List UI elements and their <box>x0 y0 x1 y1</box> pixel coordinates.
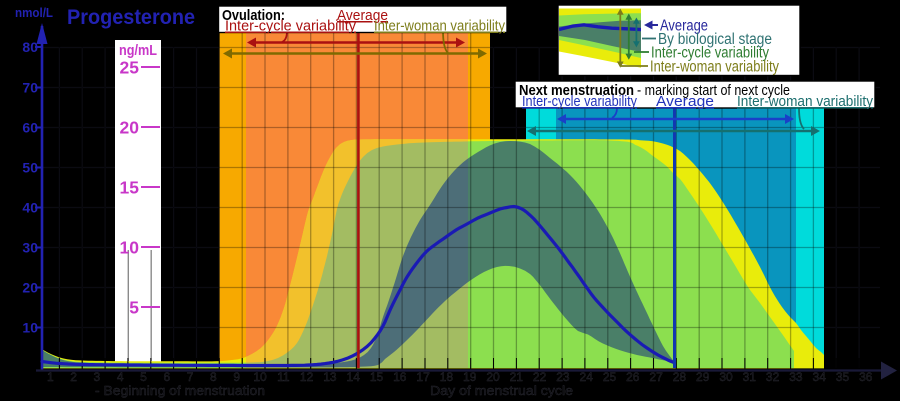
svg-text:19: 19 <box>463 370 477 384</box>
svg-text:ng/mL: ng/mL <box>119 42 157 59</box>
svg-text:30: 30 <box>719 370 733 384</box>
svg-text:31: 31 <box>743 370 757 384</box>
svg-text:23: 23 <box>556 370 570 384</box>
svg-text:3: 3 <box>94 370 101 384</box>
svg-text:4: 4 <box>117 370 124 384</box>
svg-text:33: 33 <box>789 370 803 384</box>
svg-text:25: 25 <box>603 370 617 384</box>
svg-text:20: 20 <box>486 370 500 384</box>
svg-text:7: 7 <box>187 370 194 384</box>
svg-text:20: 20 <box>22 280 38 296</box>
svg-text:22: 22 <box>533 370 547 384</box>
svg-text:32: 32 <box>766 370 780 384</box>
svg-text:15: 15 <box>370 370 384 384</box>
svg-text:nmol/L: nmol/L <box>15 6 53 20</box>
svg-text:26: 26 <box>626 370 640 384</box>
svg-text:Average: Average <box>337 7 388 24</box>
svg-text:17: 17 <box>416 370 430 384</box>
svg-text:35: 35 <box>836 370 850 384</box>
svg-text:11: 11 <box>277 370 290 384</box>
svg-text:5: 5 <box>129 298 139 318</box>
svg-text:- marking start of next cycle: - marking start of next cycle <box>637 82 790 99</box>
svg-text:40: 40 <box>22 200 38 216</box>
svg-text:12: 12 <box>300 370 314 384</box>
svg-text:Day of menstrual cycle: Day of menstrual cycle <box>430 383 573 398</box>
svg-text:Ovulation:: Ovulation: <box>222 7 285 24</box>
svg-text:By biological stage: By biological stage <box>658 31 772 48</box>
svg-text:34: 34 <box>813 370 827 384</box>
svg-text:Inter-cycle variability: Inter-cycle variability <box>522 93 637 110</box>
svg-text:80: 80 <box>22 39 38 55</box>
svg-text:Progesterone: Progesterone <box>67 6 195 29</box>
svg-text:60: 60 <box>22 120 38 136</box>
svg-text:8: 8 <box>210 370 217 384</box>
svg-text:70: 70 <box>22 80 38 96</box>
svg-text:10: 10 <box>22 320 38 336</box>
svg-text:Inter-woman variability: Inter-woman variability <box>737 93 873 110</box>
svg-text:Average: Average <box>656 93 714 110</box>
svg-text:9: 9 <box>233 370 240 384</box>
svg-text:10: 10 <box>253 370 267 384</box>
svg-text:16: 16 <box>393 370 407 384</box>
svg-text:36: 36 <box>859 370 873 384</box>
svg-text:50: 50 <box>22 160 38 176</box>
svg-text:10: 10 <box>120 238 140 258</box>
svg-text:21: 21 <box>510 370 524 384</box>
svg-text:Inter-woman variability: Inter-woman variability <box>374 18 505 35</box>
svg-text:29: 29 <box>696 370 710 384</box>
svg-text:Inter-woman variability: Inter-woman variability <box>650 59 779 76</box>
svg-text:18: 18 <box>440 370 454 384</box>
svg-text:Average: Average <box>660 18 708 35</box>
svg-text:14: 14 <box>347 370 361 384</box>
svg-text:Inter-cycle variability: Inter-cycle variability <box>651 45 769 62</box>
svg-text:- Beginning of menstruation: - Beginning of menstruation <box>95 383 265 398</box>
svg-text:20: 20 <box>120 118 140 138</box>
svg-text:Next menstruation: Next menstruation <box>519 82 634 99</box>
svg-text:25: 25 <box>120 58 140 78</box>
svg-text:30: 30 <box>22 240 38 256</box>
svg-text:6: 6 <box>163 370 170 384</box>
svg-text:13: 13 <box>323 370 337 384</box>
svg-text:2: 2 <box>70 370 77 384</box>
svg-text:1: 1 <box>47 370 54 384</box>
svg-text:5: 5 <box>140 370 147 384</box>
svg-text:27: 27 <box>649 370 663 384</box>
svg-text:Inter-cycle variability: Inter-cycle variability <box>225 18 356 35</box>
svg-text:28: 28 <box>673 370 687 384</box>
svg-text:24: 24 <box>580 370 594 384</box>
svg-text:15: 15 <box>120 178 140 198</box>
